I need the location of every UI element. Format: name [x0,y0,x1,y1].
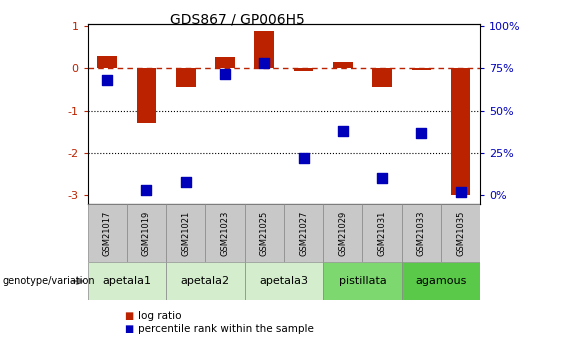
Text: GDS867 / GP006H5: GDS867 / GP006H5 [170,12,305,26]
Text: agamous: agamous [415,276,467,286]
Bar [402,262,480,300]
Bar [215,57,235,68]
Bar [88,262,166,300]
Bar [176,68,195,88]
Bar [97,56,117,68]
Point [456,189,465,195]
Point [103,78,112,83]
Bar [333,62,353,68]
Point [377,176,386,181]
Text: apetala1: apetala1 [102,276,151,286]
Text: pistillata: pistillata [338,276,386,286]
Point [181,179,190,184]
Bar [451,68,471,195]
Text: ■: ■ [124,325,133,334]
Bar [363,204,402,262]
Bar [245,262,323,300]
Bar [323,262,402,300]
Bar [245,204,284,262]
Text: log ratio: log ratio [138,311,182,321]
Bar [254,31,274,68]
Text: ■: ■ [124,311,133,321]
Text: GSM21023: GSM21023 [220,210,229,256]
Bar [323,204,363,262]
Text: apetala3: apetala3 [259,276,308,286]
Point [299,155,308,161]
Bar [294,68,314,71]
Text: genotype/variation: genotype/variation [3,276,95,286]
Text: apetala2: apetala2 [181,276,230,286]
Text: GSM21029: GSM21029 [338,210,347,256]
Text: GSM21019: GSM21019 [142,210,151,256]
Point [338,128,347,134]
Bar [402,204,441,262]
Bar [88,204,127,262]
Text: percentile rank within the sample: percentile rank within the sample [138,325,314,334]
Bar [206,204,245,262]
Point [220,71,229,76]
Text: GSM21025: GSM21025 [260,210,269,256]
Point [260,61,269,66]
Bar [166,204,206,262]
Text: GSM21017: GSM21017 [103,210,112,256]
Point [142,187,151,193]
Text: GSM21027: GSM21027 [299,210,308,256]
Bar [441,204,480,262]
Bar [284,204,323,262]
Point [417,130,426,135]
Text: GSM21035: GSM21035 [456,210,465,256]
Text: GSM21031: GSM21031 [377,210,386,256]
Text: GSM21021: GSM21021 [181,210,190,256]
Bar [411,68,431,70]
Bar [166,262,245,300]
Bar [137,68,157,124]
Bar [127,204,166,262]
Bar [372,68,392,88]
Text: GSM21033: GSM21033 [417,210,426,256]
